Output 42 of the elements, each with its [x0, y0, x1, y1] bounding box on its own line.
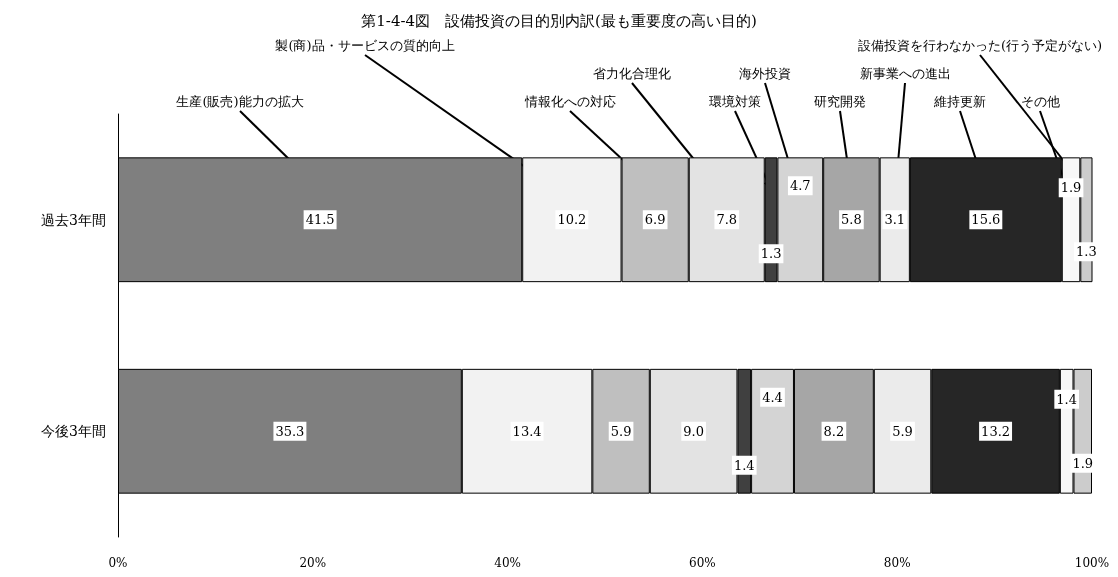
x-tick-label: 0% — [108, 556, 128, 570]
text: 環境対策 — [709, 93, 761, 109]
x-tick-label: 40% — [494, 556, 521, 570]
text: 新事業への進出 — [859, 65, 951, 81]
text: 生産(販売)能力の拡大 — [176, 93, 304, 109]
text: 省力化合理化 — [593, 65, 671, 81]
text: 維持更新 — [933, 93, 986, 109]
text: 情報化への対応 — [523, 93, 616, 109]
data-label: 1.3 — [760, 246, 782, 262]
text: 製(商)品・サービスの質的向上 — [275, 37, 455, 53]
data-label: 1.4 — [1056, 391, 1078, 407]
text: 設備投資を行わなかった(行う予定がない) — [857, 37, 1103, 53]
data-label: 10.2 — [557, 212, 587, 228]
data-label: 9.0 — [683, 423, 704, 439]
x-tick-label: 20% — [299, 556, 327, 570]
data-label: 1.3 — [1076, 244, 1097, 260]
text: 研究開発 — [814, 93, 866, 109]
data-label: 1.9 — [1072, 455, 1094, 471]
data-label: 15.6 — [971, 212, 1001, 228]
data-label: 41.5 — [305, 212, 335, 228]
x-tick-label: 80% — [883, 556, 911, 570]
x-tick-label: 60% — [689, 556, 716, 570]
data-label: 1.4 — [733, 457, 755, 473]
data-label: 35.3 — [275, 423, 305, 439]
data-label: 13.4 — [512, 423, 542, 439]
text: 海外投資 — [739, 65, 791, 81]
data-label: 1.9 — [1060, 180, 1082, 196]
data-label: 6.9 — [644, 212, 666, 228]
y-tick-label: 今後3年間 — [41, 423, 106, 440]
chart-title: 第1-4-4図 設備投資の目的別内訳(最も重要度の高い目的) — [361, 11, 757, 30]
data-label: 3.1 — [884, 212, 906, 228]
text: その他 — [1020, 93, 1060, 109]
data-label: 5.9 — [892, 423, 913, 439]
data-label: 13.2 — [981, 423, 1011, 439]
data-label: 7.8 — [716, 212, 738, 228]
data-label: 8.2 — [823, 423, 845, 439]
data-label: 4.7 — [789, 178, 811, 194]
data-label: 5.9 — [610, 423, 632, 439]
x-tick-label: 100% — [1074, 556, 1110, 570]
y-tick-label: 過去3年間 — [41, 211, 106, 228]
data-label: 5.8 — [841, 212, 862, 228]
data-label: 4.4 — [762, 389, 783, 405]
